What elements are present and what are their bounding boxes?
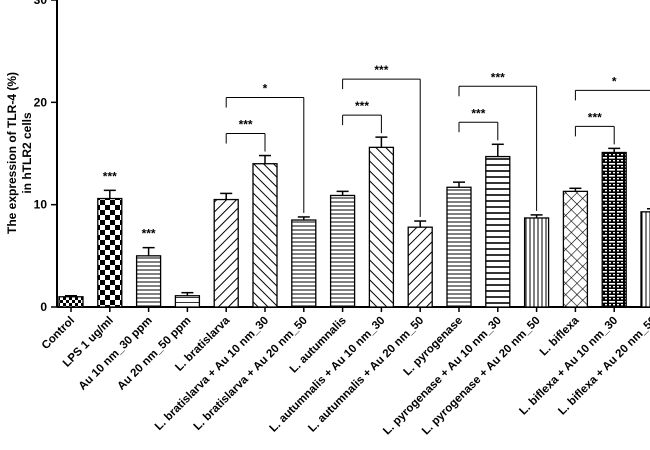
significance-bracket: *** [342, 63, 421, 218]
significance-bracket: *** [342, 99, 382, 134]
bar [640, 211, 650, 308]
bar [407, 226, 433, 308]
significance-bracket: *** [458, 106, 499, 141]
y-tick-label: 20 [34, 95, 48, 109]
bar [446, 186, 472, 308]
x-category-label: Control [40, 315, 77, 352]
bar [135, 255, 162, 308]
y-axis-title-line-2: in hTLR2 cells [20, 112, 34, 194]
bar [291, 219, 317, 308]
significance-stars: *** [103, 169, 117, 183]
bar [562, 190, 589, 308]
significance-stars: *** [142, 227, 156, 241]
bracket-label: * [612, 74, 617, 88]
bar [601, 151, 627, 308]
bracket-label: *** [374, 63, 388, 77]
bar [97, 197, 123, 308]
x-category-label: Au 20 nm_50 ppm [115, 315, 193, 393]
bar [523, 217, 550, 308]
y-tick-label: 30 [34, 0, 48, 7]
bracket-label: *** [355, 99, 369, 113]
bracket-label: *** [239, 118, 253, 132]
significance-bracket: *** [458, 70, 538, 211]
significance-annotations: ************************** [103, 63, 650, 241]
bar [58, 296, 84, 308]
y-tick-label: 0 [40, 300, 47, 314]
y-axis-title: The expression of TLR-4 (%) in hTLR2 cel… [5, 72, 34, 234]
bar [329, 194, 356, 308]
significance-bracket: *** [574, 110, 615, 145]
bracket-label: * [263, 82, 268, 96]
bar [485, 155, 511, 308]
significance-bracket: *** [225, 118, 266, 152]
bar [252, 163, 278, 308]
significance-bracket: * [574, 74, 650, 101]
bar [174, 295, 201, 308]
bar [368, 146, 395, 308]
y-axis-title-line-1: The expression of TLR-4 (%) [5, 72, 19, 234]
bracket-label: *** [471, 106, 485, 120]
error-bars [65, 136, 650, 297]
bars [58, 146, 650, 308]
bracket-label: *** [588, 110, 602, 124]
bracket-label: *** [491, 70, 505, 84]
y-axis-ticks: 0 10 20 30 [34, 0, 57, 314]
y-tick-label: 10 [34, 198, 48, 212]
bar [213, 198, 239, 308]
significance-bracket: * [225, 82, 305, 213]
x-category-label: Au 10 nm_30 ppm [77, 315, 155, 393]
